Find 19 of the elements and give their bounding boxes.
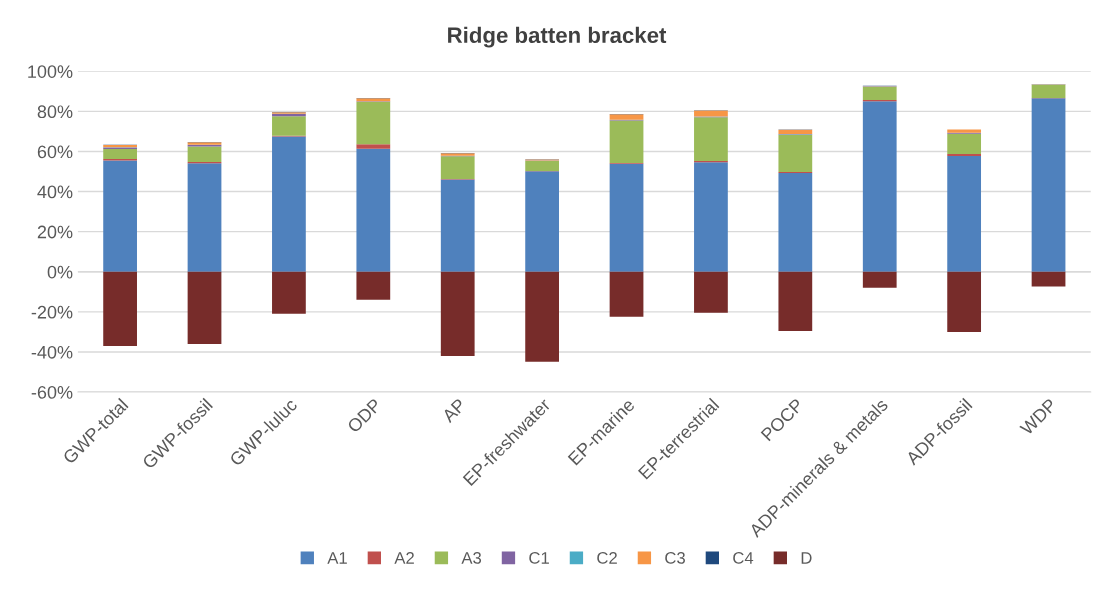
legend-label: A2 [394, 552, 414, 564]
y-tick-label: 80% [37, 105, 73, 119]
y-tick-label: 60% [37, 145, 73, 159]
y-tick-label: -60% [31, 385, 73, 399]
y-tick-label: -20% [31, 305, 73, 319]
y-tick-label: 20% [37, 225, 73, 239]
legend-label: A1 [327, 552, 347, 564]
legend-label: C2 [597, 552, 617, 564]
y-tick-label: -40% [31, 345, 73, 359]
legend-label: C1 [529, 552, 549, 564]
legend-label: C4 [733, 552, 754, 564]
y-tick-label: 0% [47, 265, 73, 279]
legend-label: C3 [665, 552, 685, 564]
y-tick-label: 100% [28, 65, 73, 78]
legend-label: A3 [461, 552, 482, 564]
y-tick-label: 40% [37, 185, 73, 199]
chart-title: Ridge batten bracket [448, 26, 667, 48]
x-tick-label: AP [441, 398, 467, 424]
legend-label: D [801, 552, 812, 564]
